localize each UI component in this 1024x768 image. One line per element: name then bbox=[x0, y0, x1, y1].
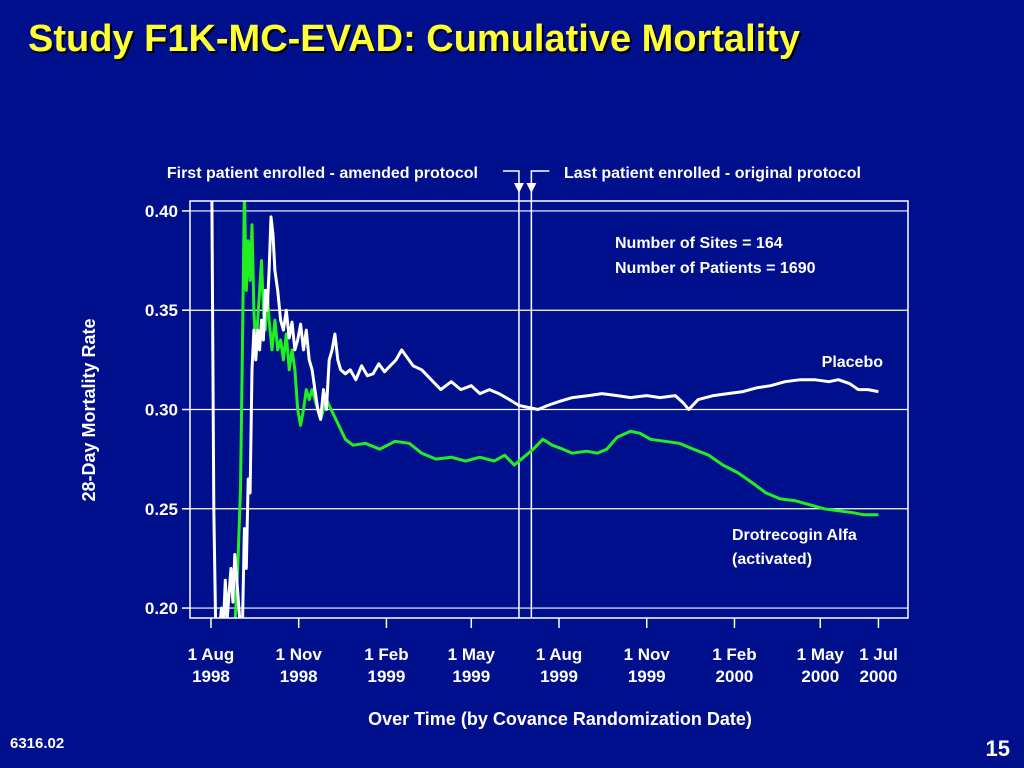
x-tick-label-line: 1999 bbox=[368, 667, 406, 686]
x-tick-label-line: 1 Feb bbox=[364, 645, 408, 664]
x-tick-label-line: 1999 bbox=[628, 667, 666, 686]
x-tick-label: 1 Feb 2000 bbox=[712, 645, 756, 686]
x-tick-label-line: 2000 bbox=[860, 667, 898, 686]
series-line-placebo bbox=[210, 201, 879, 618]
series-line-drotrecogin bbox=[233, 201, 879, 618]
x-tick-label-line: 1 Aug bbox=[536, 645, 583, 664]
y-tick-label: 0.30 bbox=[145, 401, 178, 420]
x-tick-label-line: 1 Nov bbox=[624, 645, 671, 664]
x-tick-label-line: 1 Nov bbox=[276, 645, 323, 664]
y-axis-label: 28-Day Mortality Rate bbox=[79, 318, 99, 501]
grid bbox=[190, 210, 908, 609]
series-label-placebo: Placebo bbox=[822, 354, 884, 371]
x-tick-label-line: 2000 bbox=[801, 667, 839, 686]
x-tick-label: 1 May 2000 bbox=[797, 645, 845, 686]
slide-id: 6316.02 bbox=[10, 735, 65, 752]
series-label-drotrecogin-line1: Drotrecogin Alfa bbox=[732, 527, 857, 544]
x-tick-label: 1 May 1999 bbox=[448, 645, 496, 686]
y-tick-label: 0.25 bbox=[145, 500, 178, 519]
x-tick-label: 1 Aug 1998 bbox=[188, 645, 235, 686]
ref-label-first-patient: First patient enrolled - amended protoco… bbox=[167, 165, 478, 182]
annotation-patients: Number of Patients = 1690 bbox=[615, 260, 816, 277]
x-tick-label: 1 Nov 1998 bbox=[276, 645, 323, 686]
x-tick-label: 1 Aug 1999 bbox=[536, 645, 583, 686]
reference-bracket bbox=[530, 170, 550, 186]
y-tick-label: 0.40 bbox=[145, 202, 178, 221]
slide-title: Study F1K-MC-EVAD: Cumulative Mortality bbox=[28, 18, 801, 60]
ref-label-last-patient: Last patient enrolled - original protoco… bbox=[564, 165, 861, 182]
x-tick-label-line: 1999 bbox=[452, 667, 490, 686]
y-tick-label: 0.20 bbox=[145, 599, 178, 618]
x-tick-label-line: 1 May bbox=[448, 645, 496, 664]
reference-arrowhead bbox=[513, 183, 524, 193]
x-tick-label-line: 1 Jul bbox=[859, 645, 898, 664]
annotation-sites: Number of Sites = 164 bbox=[615, 235, 783, 252]
x-tick-label-line: 1998 bbox=[192, 667, 230, 686]
y-tick-label: 0.35 bbox=[145, 301, 178, 320]
reference-arrowhead bbox=[526, 183, 537, 193]
series-label-drotrecogin-line2: (activated) bbox=[732, 551, 812, 568]
x-tick-label: 1 Nov 1999 bbox=[624, 645, 671, 686]
x-tick-label-line: 1 May bbox=[797, 645, 845, 664]
x-tick-label-line: 1 Aug bbox=[188, 645, 235, 664]
page-number: 15 bbox=[985, 736, 1010, 761]
x-tick-label: 1 Feb 1999 bbox=[364, 645, 408, 686]
reference-bracket bbox=[502, 170, 520, 186]
series-lines bbox=[210, 201, 879, 618]
x-tick-label-line: 1998 bbox=[280, 667, 318, 686]
x-tick-label-line: 2000 bbox=[716, 667, 754, 686]
reference-lines bbox=[502, 170, 550, 618]
x-tick-label-line: 1999 bbox=[540, 667, 578, 686]
x-tick-label-line: 1 Feb bbox=[712, 645, 756, 664]
x-axis-label: Over Time (by Covance Randomization Date… bbox=[368, 709, 752, 729]
x-tick-label: 1 Jul 2000 bbox=[859, 645, 898, 686]
